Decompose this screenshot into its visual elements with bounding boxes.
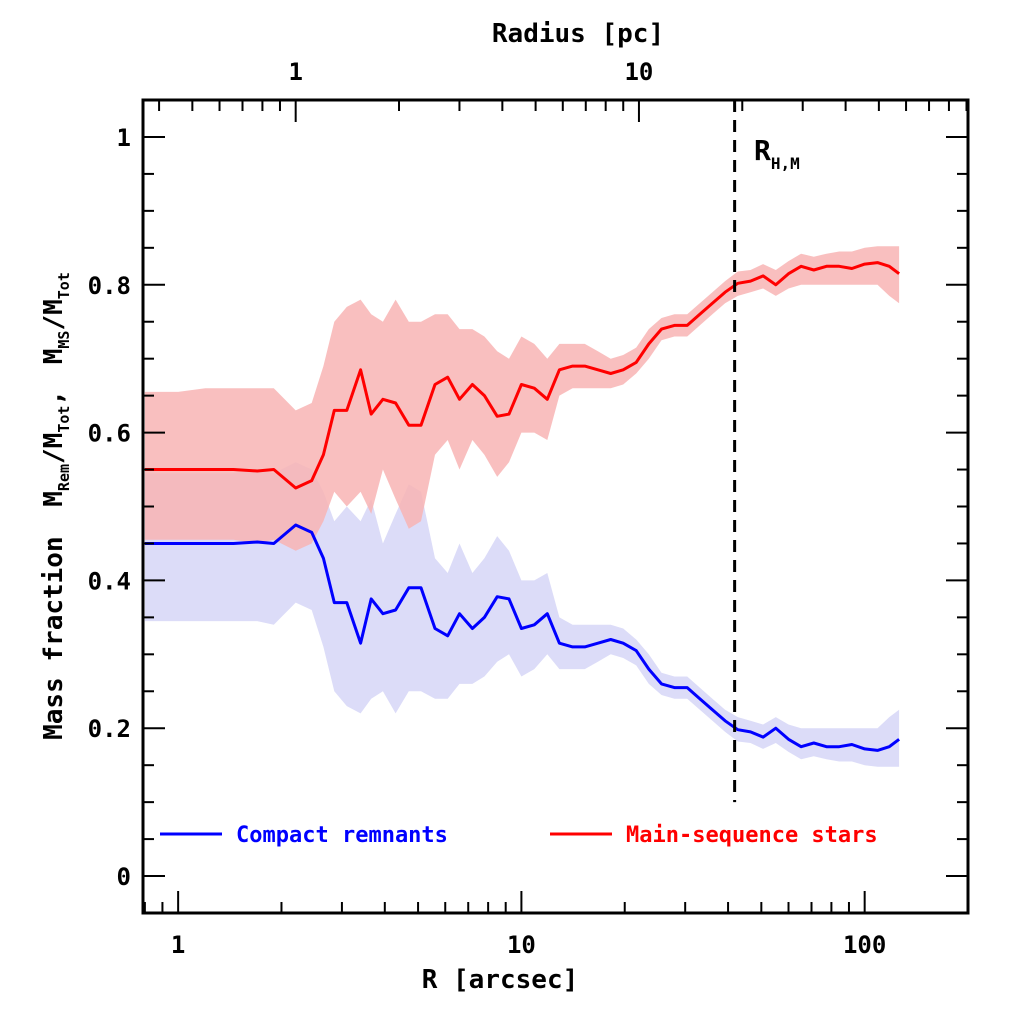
y-axis-title: Mass fraction MRem/MTot, MMS/MTot [39, 272, 73, 740]
y-tick-label: 0.2 [88, 715, 131, 743]
y-tick-label: 0.8 [88, 272, 131, 300]
band-remnants [144, 462, 900, 767]
x-tick-label: 1 [171, 931, 185, 959]
top-axis-title: Radius [pc] [492, 19, 664, 49]
series-lines [144, 261, 901, 752]
x-tick-label: 100 [843, 931, 886, 959]
confidence-bands [144, 246, 900, 767]
x-axis-title: R [arcsec] [422, 965, 579, 995]
band-stars [144, 246, 900, 551]
y-tick-label: 0 [117, 863, 131, 891]
y-tick-label: 1 [117, 124, 131, 152]
series-line-stars [144, 261, 901, 490]
legend: Compact remnants Main-sequence stars [160, 823, 878, 848]
y-tick-label: 0.6 [88, 420, 131, 448]
top-tick-label: 1 [288, 58, 302, 86]
legend-label-remnants: Compact remnants [236, 823, 448, 848]
series-line-remnants [144, 523, 901, 752]
x-tick-label: 10 [507, 931, 536, 959]
half-mass-radius-label: RH,M [754, 134, 800, 173]
top-tick-label: 10 [624, 58, 653, 86]
y-tick-label: 0.4 [88, 567, 131, 595]
legend-label-stars: Main-sequence stars [626, 823, 878, 848]
